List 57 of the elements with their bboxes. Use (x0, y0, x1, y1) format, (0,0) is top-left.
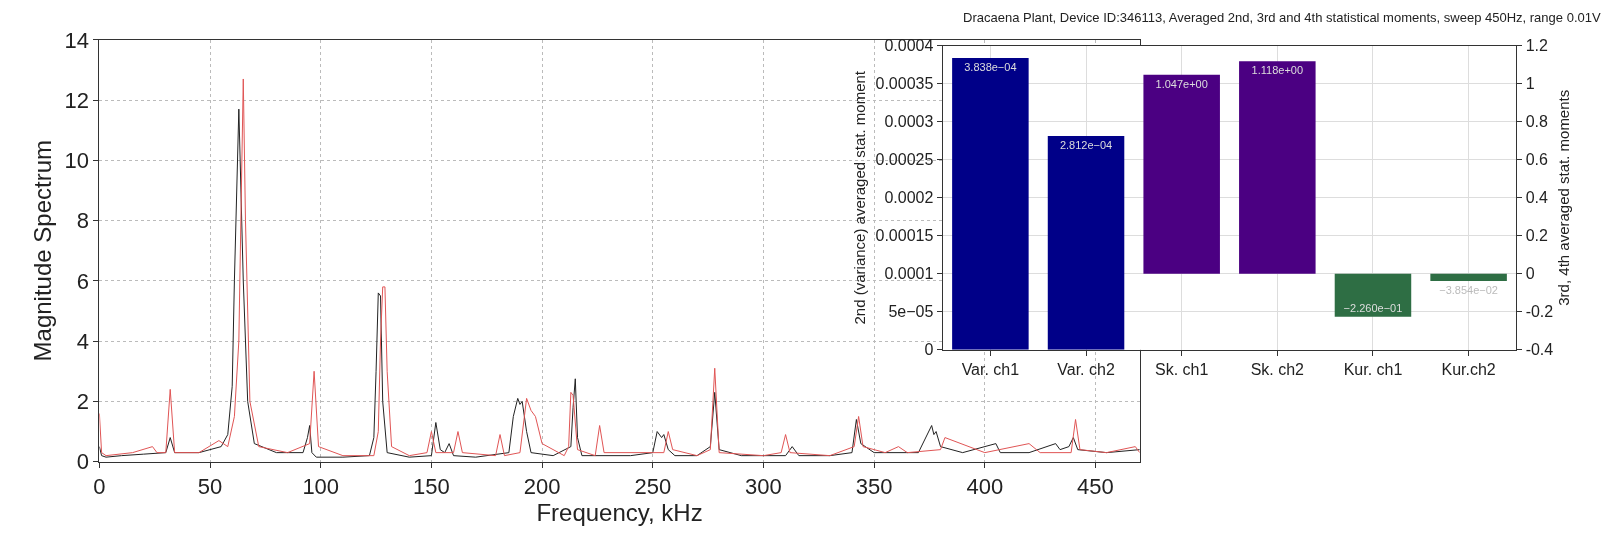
data-label: 1.047e+00 (1155, 77, 1208, 90)
y-tick-label: 0.00015 (875, 227, 934, 245)
bar (1143, 74, 1220, 274)
x-tick-label: 0 (93, 474, 106, 500)
data-label: 1.118e+00 (1251, 64, 1304, 77)
x-tick-label: 450 (1077, 474, 1114, 500)
x-tick-label: Kur.ch2 (1441, 361, 1496, 379)
data-label: −3.854e−02 (1439, 284, 1498, 297)
y2-tick-label: -0.4 (1525, 341, 1554, 359)
y-tick-label: 6 (76, 268, 89, 294)
x-tick-label: 300 (745, 474, 782, 500)
y-tick-label: 2 (76, 389, 89, 415)
x-tick-label: 100 (302, 474, 340, 500)
y-tick-label: 0.0001 (884, 265, 934, 283)
x-tick-label: Var. ch2 (1057, 361, 1115, 379)
y-tick-label: 4 (76, 328, 89, 354)
y2-tick-label: 1 (1525, 75, 1535, 93)
x-tick-label: 150 (413, 474, 450, 500)
y-tick-label: 12 (64, 87, 89, 113)
data-label: 3.838e−04 (964, 60, 1017, 73)
x-tick-label: 50 (197, 474, 223, 500)
x-tick-label: 350 (855, 474, 893, 500)
y2-tick-label: -0.2 (1525, 303, 1554, 321)
x-tick-label: 250 (634, 474, 672, 500)
bar (1430, 273, 1507, 282)
y-axis-title: Magnitude Spectrum (28, 140, 56, 362)
data-label: 2.812e−04 (1059, 138, 1113, 151)
y2-tick-label: 0.4 (1525, 189, 1548, 207)
y-tick-label: 5e−05 (888, 303, 934, 321)
y-tick-label: 0 (924, 341, 934, 359)
chart-title: Dracaena Plant, Device ID:346113, Averaged 2nd, 3rd and 4th statistical moments, sweep 450Hz, range 0.01V (963, 10, 1601, 25)
x-tick-label: Kur. ch1 (1343, 361, 1403, 379)
y2-tick-label: 0.6 (1525, 151, 1548, 169)
y2-tick-label: 0.2 (1525, 227, 1548, 245)
y-axis-title: 2nd (variance) averaged stat. moment (850, 70, 868, 325)
x-tick-label: Sk. ch1 (1154, 361, 1209, 379)
y-tick-label: 8 (76, 208, 89, 234)
x-tick-label: Var. ch1 (961, 361, 1020, 379)
y-tick-label: 0.0002 (884, 189, 934, 207)
data-label: −2.260e−01 (1343, 301, 1403, 314)
y2-axis-title: 3rd, 4th averaged stat. moments (1555, 89, 1573, 306)
bar (1334, 273, 1412, 317)
x-tick-label: Sk. ch2 (1250, 361, 1305, 379)
y2-tick-label: 0.8 (1525, 113, 1548, 131)
x-tick-label: 200 (523, 474, 561, 500)
bar (1239, 61, 1316, 274)
y-tick-label: 0.00025 (875, 151, 934, 169)
y-tick-label: 0 (76, 449, 89, 475)
y2-tick-label: 0 (1525, 265, 1535, 283)
y-tick-label: 0.0003 (884, 113, 934, 131)
y-tick-label: 0.00035 (875, 75, 934, 93)
y-tick-label: 10 (64, 148, 89, 174)
y2-tick-label: 1.2 (1525, 37, 1548, 55)
x-tick-label: 400 (966, 474, 1004, 500)
y-tick-label: 0.0004 (884, 37, 934, 55)
y-tick-label: 14 (64, 27, 89, 53)
x-axis-title: Frequency, kHz (536, 499, 703, 527)
